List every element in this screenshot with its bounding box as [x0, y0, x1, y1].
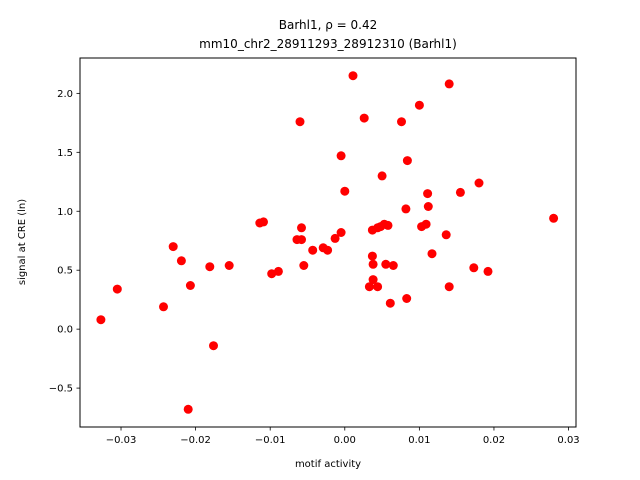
data-point — [469, 263, 479, 273]
data-point — [414, 100, 424, 110]
y-tick-label: 1.5 — [57, 148, 73, 159]
data-point — [224, 261, 234, 270]
data-point — [183, 404, 193, 414]
data-point — [359, 113, 369, 123]
data-point — [423, 189, 433, 199]
data-point — [323, 245, 333, 255]
data-point — [381, 259, 391, 269]
chart-title-line2: mm10_chr2_28911293_28912310 (Barhl1) — [199, 37, 457, 51]
data-point — [402, 156, 412, 166]
data-point — [421, 219, 431, 229]
data-point — [483, 266, 493, 276]
data-point — [295, 117, 305, 127]
data-point — [336, 228, 346, 237]
data-point — [402, 294, 412, 303]
chart-title-line1: Barhl1, ρ = 0.42 — [279, 18, 378, 32]
data-point — [297, 223, 306, 233]
data-point — [364, 282, 374, 292]
plot-frame — [79, 57, 577, 428]
y-tick-label: 1.0 — [57, 207, 73, 218]
data-point — [401, 204, 411, 214]
data-point — [441, 230, 451, 240]
y-tick-label: 0.5 — [57, 266, 73, 277]
x-axis-label: motif activity — [295, 459, 361, 470]
data-point — [549, 213, 559, 223]
x-tick-label: −0.01 — [255, 435, 286, 446]
y-tick-label: 0.0 — [57, 325, 73, 336]
data-point — [377, 171, 387, 181]
data-point — [159, 302, 168, 312]
data-point — [330, 233, 340, 243]
data-point — [299, 261, 309, 270]
data-point — [308, 245, 318, 255]
data-point — [205, 262, 215, 272]
data-point — [368, 259, 378, 269]
data-point — [455, 187, 465, 197]
x-tick-label: 0.01 — [408, 435, 430, 446]
data-point — [112, 284, 122, 294]
data-point — [168, 242, 178, 252]
data-point — [368, 275, 378, 285]
data-point — [348, 71, 358, 81]
data-point — [444, 79, 454, 89]
data-point — [373, 282, 383, 292]
data-point — [259, 217, 268, 227]
x-tick-label: 0.02 — [483, 435, 505, 446]
x-tick-label: −0.02 — [180, 435, 211, 446]
x-tick-label: −0.03 — [106, 435, 137, 446]
y-tick-label: 2.0 — [57, 89, 73, 100]
axis-ticks: −0.03 −0.02 −0.01 0.00 0.01 0.02 0.03 −0.5 0.0 0.… — [49, 89, 580, 446]
data-point — [397, 117, 406, 127]
data-point — [297, 235, 306, 245]
data-point — [383, 220, 393, 230]
data-point — [340, 186, 350, 196]
data-point — [423, 202, 433, 211]
data-point — [474, 178, 484, 188]
data-point — [209, 341, 218, 351]
data-point — [96, 315, 106, 325]
data-point — [385, 298, 395, 308]
data-point — [388, 261, 398, 270]
data-point — [176, 256, 186, 266]
data-point — [336, 151, 346, 161]
y-axis-label: signal at CRE (ln) — [17, 199, 28, 285]
x-tick-label: 0.00 — [334, 435, 356, 446]
data-point — [367, 251, 377, 261]
data-point — [444, 282, 454, 292]
x-tick-label: 0.03 — [557, 435, 579, 446]
data-point — [273, 266, 283, 276]
data-point — [427, 249, 437, 259]
y-tick-label: −0.5 — [49, 384, 73, 395]
data-points — [96, 71, 559, 414]
data-point — [185, 281, 195, 290]
